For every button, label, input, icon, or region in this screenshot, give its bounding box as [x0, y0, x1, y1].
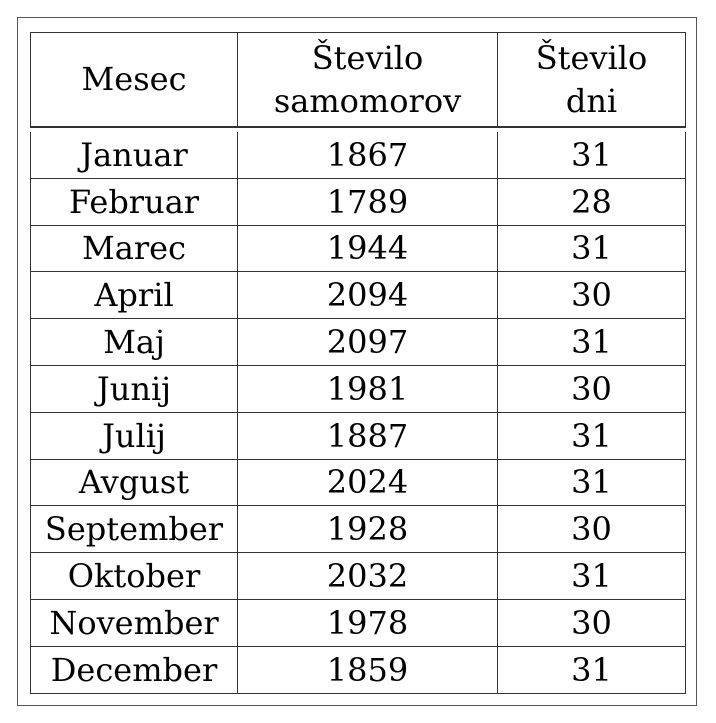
cell-suicides: 1867 [238, 132, 498, 179]
cell-suicides: 2032 [238, 553, 498, 600]
header-days: Število dni [498, 32, 686, 127]
cell-days: 31 [498, 132, 686, 179]
cell-suicides: 1981 [238, 365, 498, 413]
cell-days: 31 [498, 553, 686, 600]
cell-suicides: 1887 [238, 412, 498, 460]
cell-month: April [30, 272, 238, 320]
cell-suicides: 1859 [238, 646, 498, 694]
cell-days: 31 [498, 459, 686, 507]
cell-days: 28 [498, 178, 686, 226]
cell-month: September [30, 506, 238, 554]
table-row: Maj 2097 31 [30, 319, 686, 366]
monthly-suicides-table: Mesec Število samomorov Število dni Janu… [30, 32, 686, 694]
cell-suicides: 1978 [238, 599, 498, 647]
table-header: Mesec Število samomorov Število dni [30, 32, 686, 127]
cell-month: Maj [30, 319, 238, 366]
cell-month: Marec [30, 225, 238, 273]
header-row: Mesec Število samomorov Število dni [30, 32, 686, 127]
cell-month: Februar [30, 178, 238, 226]
cell-days: 30 [498, 272, 686, 320]
cell-month: Januar [30, 132, 238, 179]
cell-days: 31 [498, 412, 686, 460]
header-suicides: Število samomorov [238, 32, 498, 127]
table-frame [17, 17, 697, 706]
table-body: Januar 1867 31 Februar 1789 28 Marec 1944 31 Apri… [30, 127, 686, 694]
cell-days: 30 [498, 365, 686, 413]
cell-suicides: 1928 [238, 506, 498, 554]
cell-month: Avgust [30, 459, 238, 507]
cell-suicides: 2094 [238, 272, 498, 320]
table-row: September 1928 30 [30, 506, 686, 554]
cell-days: 31 [498, 646, 686, 694]
header-days-line2: dni [565, 81, 618, 120]
table-row: November 1978 30 [30, 599, 686, 647]
table-row: Marec 1944 31 [30, 225, 686, 273]
cell-month: Julij [30, 412, 238, 460]
header-month: Mesec [30, 32, 238, 127]
table-row: December 1859 31 [30, 646, 686, 694]
cell-month: November [30, 599, 238, 647]
header-suicides-line2: samomorov [273, 81, 462, 120]
cell-days: 31 [498, 319, 686, 366]
cell-suicides: 1789 [238, 178, 498, 226]
cell-month: December [30, 646, 238, 694]
cell-month: Oktober [30, 553, 238, 600]
header-separator [30, 127, 686, 132]
header-separator-gap [30, 127, 686, 132]
cell-days: 30 [498, 599, 686, 647]
table-row: April 2094 30 [30, 272, 686, 320]
cell-suicides: 2024 [238, 459, 498, 507]
table-row: Avgust 2024 31 [30, 459, 686, 507]
header-month-label: Mesec [81, 60, 187, 98]
table-row: Februar 1789 28 [30, 178, 686, 226]
cell-suicides: 2097 [238, 319, 498, 366]
cell-month: Junij [30, 365, 238, 413]
cell-suicides: 1944 [238, 225, 498, 273]
table-row: Julij 1887 31 [30, 412, 686, 460]
table-row: Oktober 2032 31 [30, 553, 686, 600]
header-suicides-line1: Število [311, 38, 424, 77]
table-row: Januar 1867 31 [30, 132, 686, 179]
header-days-line1: Število [535, 38, 648, 77]
cell-days: 31 [498, 225, 686, 273]
cell-days: 30 [498, 506, 686, 554]
table-row: Junij 1981 30 [30, 365, 686, 413]
